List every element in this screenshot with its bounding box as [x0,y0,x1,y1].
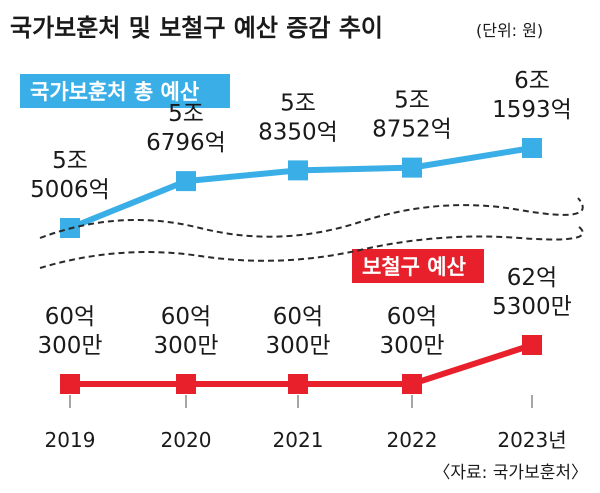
x-tick-label-4: 2023년 [497,428,566,452]
data-label-0-0-1: 5006억 [30,177,110,203]
x-tick-label-1: 2020 [161,428,212,452]
data-label-1-0-0: 60억 [45,304,95,330]
x-tick-label-0: 2019 [45,428,96,452]
point-marker-1-1 [176,374,196,394]
data-label-1-1-1: 300만 [153,333,218,359]
data-label-1-2-0: 60억 [273,304,323,330]
point-marker-0-4 [522,138,542,158]
point-marker-1-3 [402,374,422,394]
chart-title: 국가보훈처 및 보철구 예산 증감 추이 [10,14,383,42]
data-label-0-4-0: 6조 [514,68,550,94]
legend-box-0 [20,74,230,108]
data-label-1-2-1: 300만 [265,333,330,359]
source-label: 〈자료: 국가보훈처〉 [433,463,588,483]
data-label-1-0-1: 300만 [37,333,102,359]
point-marker-1-0 [60,374,80,394]
x-tick-label-3: 2022 [387,428,438,452]
data-label-1-4-1: 5300만 [492,294,572,320]
series-line-0 [68,145,533,231]
data-label-1-3-0: 60억 [387,304,437,330]
point-marker-0-1 [176,171,196,192]
point-marker-1-2 [288,374,308,394]
x-axis: 2019 2020 2021 2022 2023년 [45,395,567,452]
x-tick-label-2: 2021 [273,428,324,452]
data-label-1-1-0: 60억 [161,304,211,330]
legend-label-0: 국가보훈처 총 예산 [30,80,199,104]
data-label-0-3-0: 5조 [394,88,430,114]
point-marker-0-2 [288,160,308,181]
series-layer: 국가보훈처 총 예산5조5006억5조6796억5조8350억5조8752억6조… [20,68,572,394]
point-marker-1-4 [522,335,542,355]
unit-label: (단위: 원) [476,21,543,40]
data-label-0-4-1: 1593억 [492,97,572,123]
data-label-0-2-0: 5조 [280,90,316,116]
legend-box-1 [352,249,484,283]
point-marker-0-3 [402,157,422,178]
legend-label-1: 보철구 예산 [362,255,466,279]
data-label-0-0-0: 5조 [52,148,88,174]
data-label-0-2-1: 8350억 [258,119,338,145]
data-label-0-1-1: 6796억 [146,130,226,156]
axis-break-wave-lower [39,225,584,269]
data-label-1-3-1: 300만 [379,333,444,359]
data-label-0-3-1: 8752억 [372,117,452,143]
data-label-1-4-0: 62억 [507,265,557,291]
data-label-0-1-0: 5조 [168,101,204,127]
